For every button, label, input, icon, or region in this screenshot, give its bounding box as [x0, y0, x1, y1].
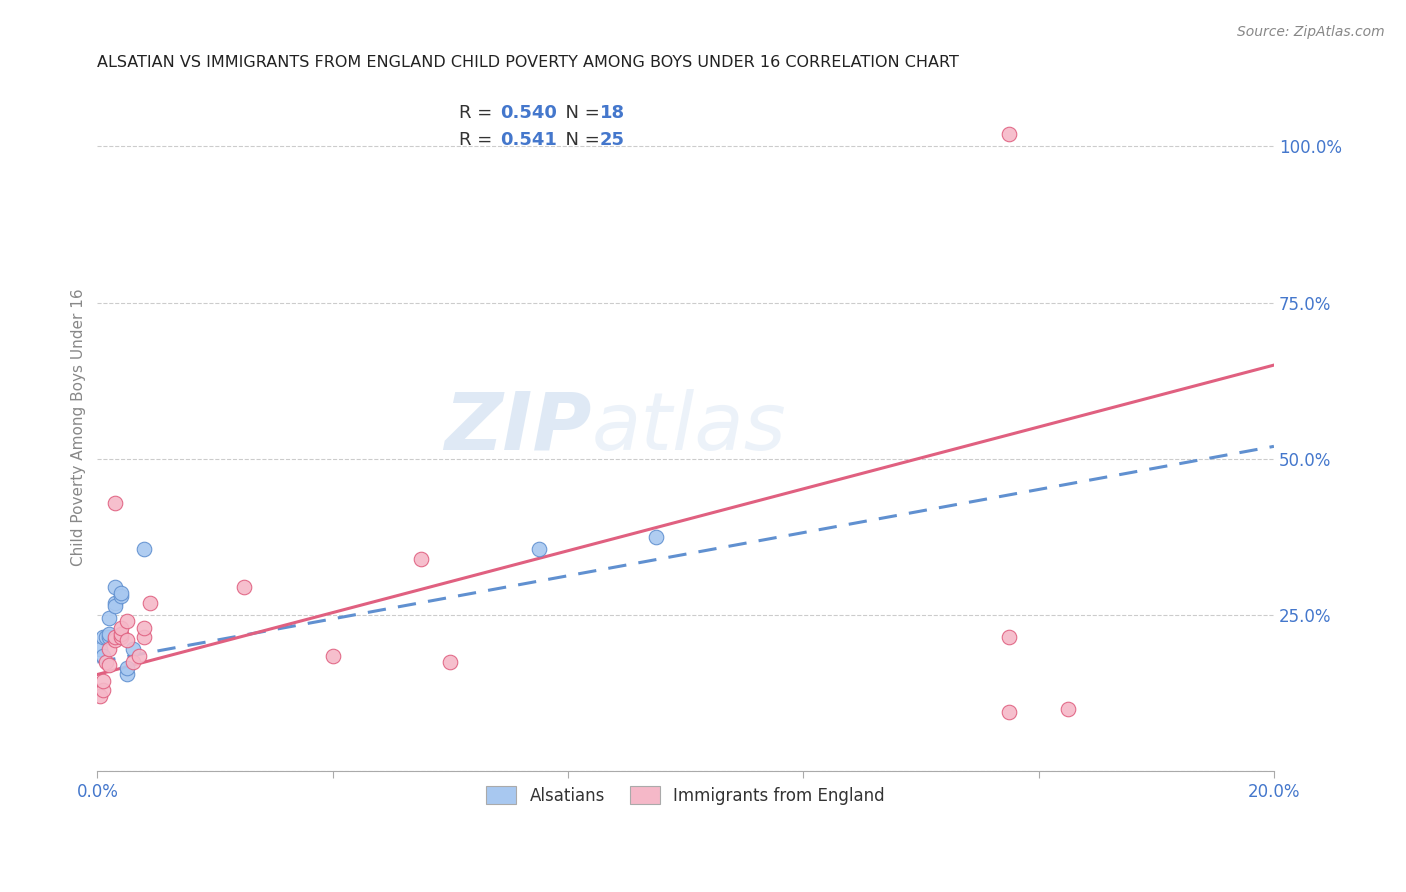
Text: 18: 18 — [600, 103, 624, 121]
Point — [91, 673, 114, 688]
Point — [98, 630, 121, 644]
Point — [1057, 702, 1080, 716]
Point — [96, 655, 118, 669]
Point — [91, 683, 114, 698]
Text: ALSATIAN VS IMMIGRANTS FROM ENGLAND CHILD POVERTY AMONG BOYS UNDER 16 CORRELATIO: ALSATIAN VS IMMIGRANTS FROM ENGLAND CHIL… — [97, 55, 959, 70]
Point — [409, 552, 432, 566]
Text: Source: ZipAtlas.com: Source: ZipAtlas.com — [1237, 25, 1385, 39]
Point — [98, 611, 121, 625]
Point — [104, 495, 127, 509]
Point — [104, 633, 127, 648]
Point — [134, 621, 156, 635]
Point — [110, 630, 132, 644]
Point — [121, 655, 143, 669]
Point — [98, 642, 121, 657]
Text: 0.541: 0.541 — [499, 131, 557, 149]
Text: 0.540: 0.540 — [499, 103, 557, 121]
Text: 25: 25 — [600, 131, 624, 149]
Point — [89, 690, 111, 704]
Point — [645, 530, 668, 544]
Point — [998, 630, 1021, 644]
Point — [134, 630, 156, 644]
Point — [110, 621, 132, 635]
Point — [322, 648, 344, 663]
Point — [128, 648, 150, 663]
Point — [110, 627, 132, 641]
Legend: Alsatians, Immigrants from England: Alsatians, Immigrants from England — [477, 776, 896, 814]
Text: R =: R = — [458, 103, 498, 121]
Point — [110, 590, 132, 604]
Text: N =: N = — [554, 103, 606, 121]
Point — [98, 658, 121, 673]
Point — [115, 615, 138, 629]
Point — [115, 661, 138, 675]
Point — [96, 630, 118, 644]
Point — [98, 627, 121, 641]
Point — [104, 580, 127, 594]
Point — [439, 655, 461, 669]
Text: N =: N = — [554, 131, 606, 149]
Point — [998, 127, 1021, 141]
Point — [104, 599, 127, 613]
Point — [134, 542, 156, 557]
Point — [91, 630, 114, 644]
Text: R =: R = — [458, 131, 498, 149]
Point — [89, 642, 111, 657]
Text: ZIP: ZIP — [444, 389, 592, 467]
Text: atlas: atlas — [592, 389, 786, 467]
Point — [233, 580, 256, 594]
Point — [121, 642, 143, 657]
Point — [104, 630, 127, 644]
Point — [998, 705, 1021, 719]
Point — [115, 633, 138, 648]
Y-axis label: Child Poverty Among Boys Under 16: Child Poverty Among Boys Under 16 — [72, 289, 86, 566]
Point — [115, 667, 138, 681]
Point — [91, 648, 114, 663]
Point — [527, 542, 550, 557]
Point — [139, 596, 162, 610]
Point — [104, 596, 127, 610]
Point — [110, 586, 132, 600]
